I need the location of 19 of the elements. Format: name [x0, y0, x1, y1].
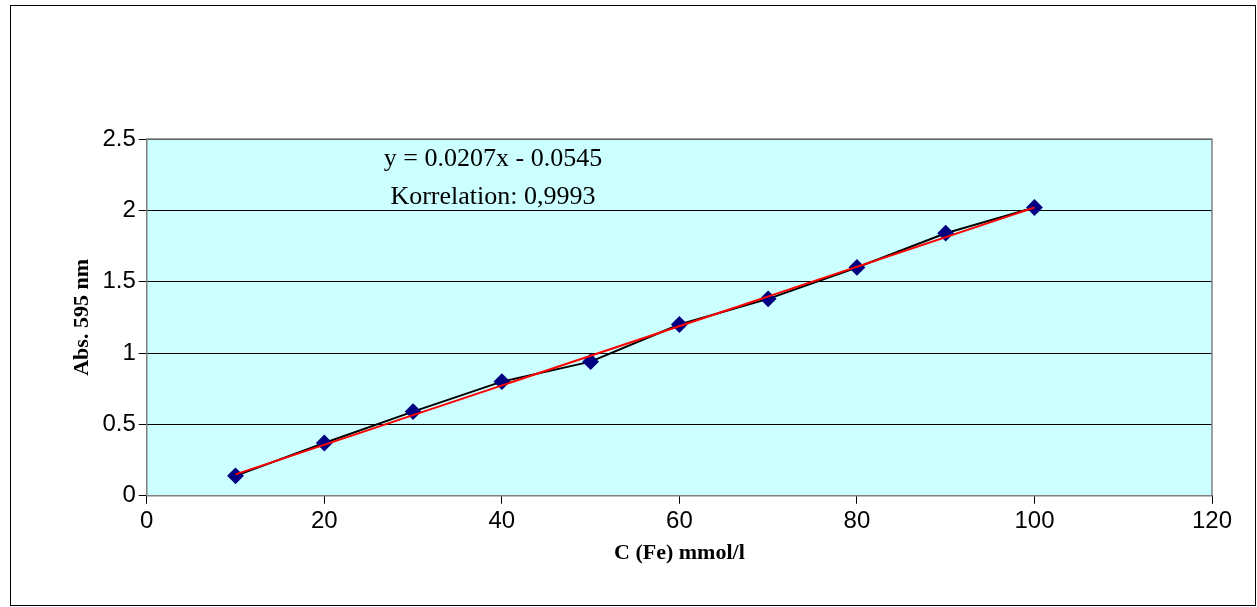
x-axis-title: C (Fe) mmol/l [614, 539, 745, 565]
annotation: y = 0.0207x - 0.0545 [383, 142, 603, 172]
y-tick-label: 1.5 [102, 266, 136, 294]
x-tick-label: 40 [488, 505, 516, 533]
y-tick-label: 1 [122, 337, 136, 365]
y-tick-label: 2 [122, 194, 136, 222]
x-tick-label: 20 [310, 505, 338, 533]
x-tick-label: 0 [140, 505, 154, 533]
y-tick-label: 0.5 [102, 409, 136, 437]
y-axis-title: Abs. 595 nm [67, 259, 93, 376]
x-tick-label: 120 [1191, 505, 1233, 533]
y-tick-label: 2.5 [102, 123, 136, 151]
x-tick-label: 80 [843, 505, 871, 533]
point [582, 353, 599, 370]
point [227, 467, 244, 484]
annotation: Korrelation: 0,9993 [390, 180, 596, 210]
x-tick-label: 60 [666, 505, 693, 533]
y-tick-label: 0 [122, 480, 136, 508]
x-tick-label: 100 [1014, 505, 1055, 533]
